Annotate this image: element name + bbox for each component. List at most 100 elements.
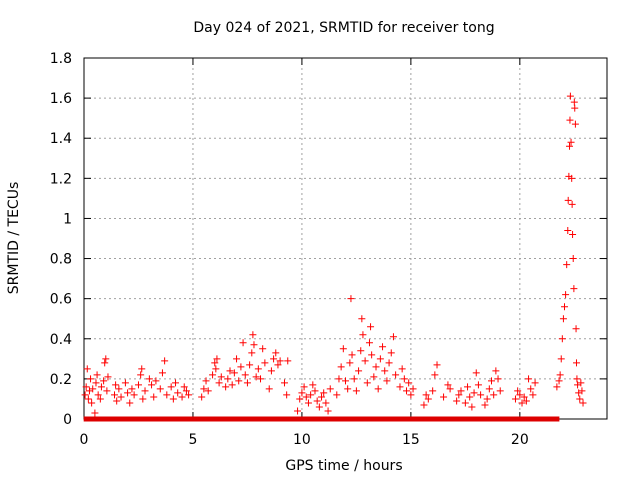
data-point: [284, 357, 292, 365]
zero-level-point: [140, 416, 146, 422]
data-point: [156, 385, 164, 393]
data-point: [347, 295, 355, 303]
data-point: [152, 377, 160, 385]
zero-level-point: [253, 416, 259, 422]
data-point: [561, 303, 569, 311]
zero-level-point: [454, 416, 460, 422]
data-point: [92, 379, 100, 387]
data-point: [357, 347, 365, 355]
data-point: [296, 395, 304, 403]
zero-level-point: [122, 416, 128, 422]
data-point: [246, 361, 254, 369]
data-point: [564, 226, 572, 234]
data-point: [457, 387, 465, 395]
data-point: [209, 371, 217, 379]
zero-level-point: [406, 416, 412, 422]
y-tick-label: 1.6: [50, 91, 72, 107]
zero-level-point: [288, 416, 294, 422]
data-point: [212, 365, 220, 373]
data-point: [237, 363, 245, 371]
zero-level-point: [323, 416, 329, 422]
data-point: [422, 391, 430, 399]
data-point: [148, 381, 156, 389]
data-point: [318, 393, 326, 401]
data-point: [490, 391, 498, 399]
chart-title: Day 024 of 2021, SRMTID for receiver ton…: [193, 20, 494, 36]
data-point: [477, 391, 485, 399]
zero-level-point: [175, 416, 181, 422]
zero-level-point: [118, 416, 124, 422]
data-point: [385, 359, 393, 367]
data-point: [254, 365, 262, 373]
zero-level-point: [410, 416, 416, 422]
zero-level-point: [188, 416, 194, 422]
data-point: [280, 379, 288, 387]
data-point: [315, 403, 323, 411]
zero-level-point: [510, 416, 516, 422]
data-point: [121, 379, 129, 387]
zero-level-point: [345, 416, 351, 422]
data-point: [272, 349, 280, 357]
data-point: [433, 361, 441, 369]
zero-level-point: [336, 416, 342, 422]
data-point: [520, 393, 528, 401]
zero-level-point: [358, 416, 364, 422]
zero-level-point: [545, 416, 551, 422]
data-point: [200, 385, 208, 393]
zero-level-point: [340, 416, 346, 422]
data-point: [568, 200, 576, 208]
data-point: [97, 383, 105, 391]
x-tick-label: 10: [293, 432, 311, 448]
data-point: [569, 230, 577, 238]
data-point: [350, 375, 358, 383]
data-point: [531, 379, 539, 387]
data-point: [169, 395, 177, 403]
zero-level-point: [227, 416, 233, 422]
data-point: [496, 387, 504, 395]
zero-level-point: [183, 416, 189, 422]
data-point: [392, 371, 400, 379]
data-point: [300, 383, 308, 391]
data-point: [213, 355, 221, 363]
zero-level-point: [88, 416, 94, 422]
zero-level-point: [127, 416, 133, 422]
zero-level-point: [236, 416, 242, 422]
zero-level-point: [380, 416, 386, 422]
data-point: [461, 399, 469, 407]
data-point: [145, 375, 153, 383]
data-point: [405, 379, 413, 387]
zero-level-point: [515, 416, 521, 422]
zero-level-point: [149, 416, 155, 422]
zero-level-point: [218, 416, 224, 422]
data-point: [104, 373, 112, 381]
data-point: [138, 365, 146, 373]
data-point: [387, 349, 395, 357]
data-point: [243, 379, 251, 387]
data-point: [511, 395, 519, 403]
zero-level-point: [223, 416, 229, 422]
data-point: [267, 367, 275, 375]
data-point: [455, 391, 463, 399]
data-point: [527, 385, 535, 393]
zero-level-point: [449, 416, 455, 422]
data-point: [113, 397, 121, 405]
zero-level-point: [480, 416, 486, 422]
data-point: [259, 345, 267, 353]
data-point: [320, 389, 328, 397]
data-point: [283, 391, 291, 399]
zero-level-point: [179, 416, 185, 422]
data-point: [224, 375, 232, 383]
data-point: [381, 367, 389, 375]
data-point: [571, 120, 579, 128]
data-point: [326, 385, 334, 393]
data-point: [344, 385, 352, 393]
data-point: [466, 393, 474, 401]
zero-level-point: [201, 416, 207, 422]
zero-level-point: [192, 416, 198, 422]
zero-level-point: [467, 416, 473, 422]
data-point: [444, 381, 452, 389]
data-point: [89, 385, 97, 393]
zero-level-point: [353, 416, 359, 422]
data-point: [566, 116, 574, 124]
data-point: [424, 395, 432, 403]
